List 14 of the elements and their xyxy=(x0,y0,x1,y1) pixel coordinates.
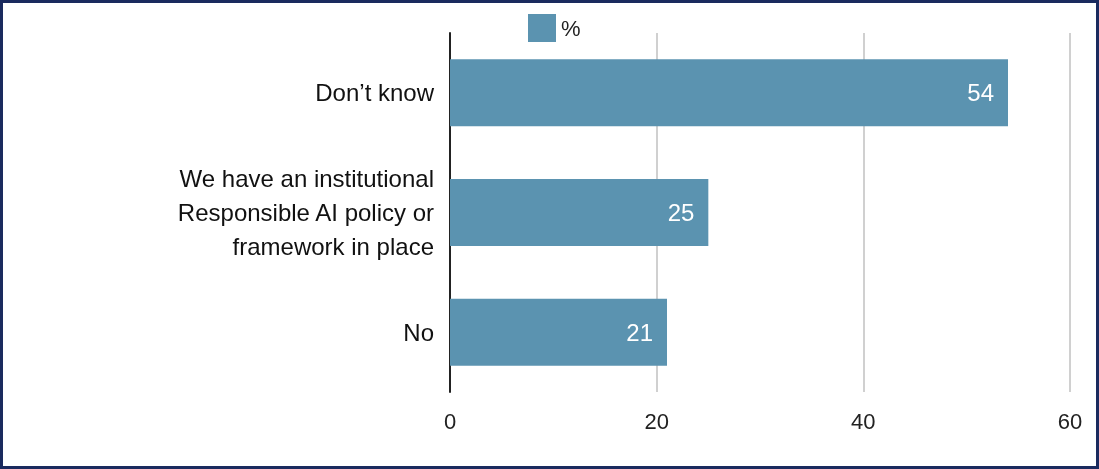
y-tick-label: We have an institutional Responsible AI policy or framework in place xyxy=(177,165,434,260)
y-tick-label: No xyxy=(403,318,434,346)
bar xyxy=(450,298,667,366)
x-tick-label: 40 xyxy=(851,408,876,434)
data-label: 54 xyxy=(967,79,994,107)
x-tick-label: 20 xyxy=(644,408,669,434)
data-label: 21 xyxy=(626,318,653,346)
x-tick-label: 0 xyxy=(443,408,457,434)
bar xyxy=(450,178,709,247)
data-label: 25 xyxy=(667,199,695,226)
x-tick-label: 60 xyxy=(1057,408,1083,434)
legend-label: % xyxy=(561,15,581,41)
y-tick-label: Don’t know xyxy=(315,79,435,107)
bar xyxy=(450,59,1008,127)
